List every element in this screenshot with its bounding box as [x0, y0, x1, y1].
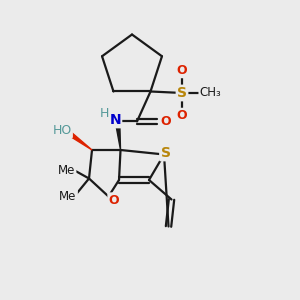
- Polygon shape: [115, 121, 121, 150]
- Text: S: S: [177, 86, 187, 100]
- Text: N: N: [109, 113, 121, 127]
- Text: O: O: [109, 194, 119, 207]
- Text: S: S: [160, 146, 170, 160]
- Text: HO: HO: [52, 124, 72, 137]
- Text: O: O: [177, 64, 187, 77]
- Text: H: H: [99, 107, 109, 121]
- Text: O: O: [177, 109, 187, 122]
- Polygon shape: [68, 132, 92, 150]
- Text: Me: Me: [59, 190, 77, 203]
- Text: O: O: [160, 115, 171, 128]
- Text: Me: Me: [58, 164, 75, 178]
- Text: CH₃: CH₃: [200, 86, 221, 100]
